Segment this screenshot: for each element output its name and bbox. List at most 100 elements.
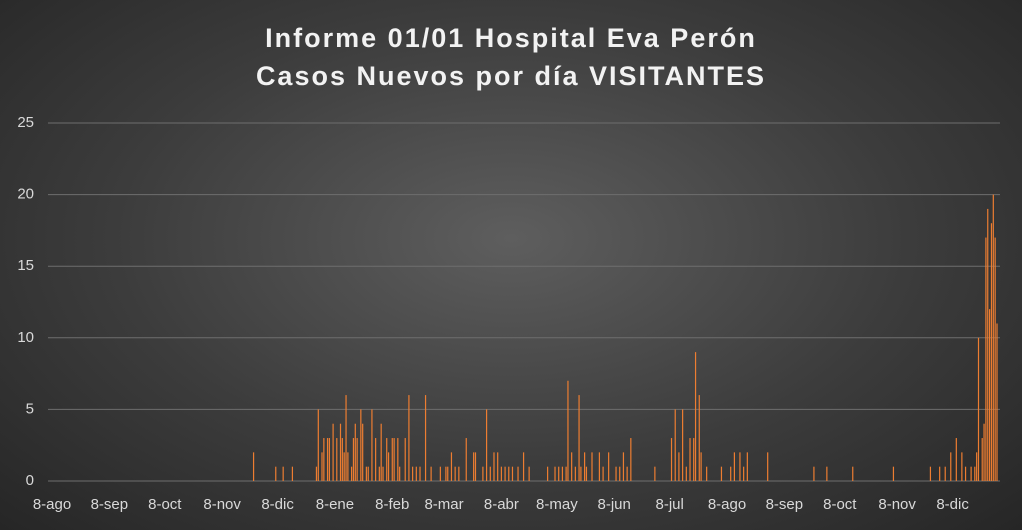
bar	[584, 452, 586, 481]
x-tick-label: 8-sep	[766, 496, 804, 513]
bar	[892, 466, 895, 481]
bar	[739, 452, 741, 481]
chart-title: Informe 01/01 Hospital Eva Perón	[265, 23, 757, 53]
bar	[983, 423, 985, 481]
bar	[985, 237, 987, 481]
y-tick-label: 5	[26, 400, 34, 417]
bar	[326, 438, 329, 481]
bar	[282, 466, 284, 481]
x-tick-label: 8-jul	[655, 496, 683, 513]
bar	[630, 438, 632, 481]
bar	[567, 380, 569, 481]
bar	[591, 452, 593, 481]
bar	[450, 452, 453, 481]
bar	[275, 466, 277, 481]
bar	[598, 452, 600, 481]
x-tick-label: 8-nov	[203, 496, 241, 513]
bar	[670, 438, 673, 481]
bar	[608, 452, 610, 481]
bar	[578, 395, 580, 481]
bar	[454, 466, 456, 481]
bar	[929, 466, 932, 481]
bar	[981, 438, 983, 481]
bar	[371, 409, 373, 481]
bar	[994, 237, 996, 481]
bar	[626, 466, 628, 481]
bar	[343, 452, 345, 481]
bar	[571, 452, 573, 481]
bar	[367, 466, 369, 481]
bar	[517, 466, 519, 481]
bar	[813, 466, 815, 481]
bar	[439, 466, 441, 481]
bar	[689, 438, 691, 481]
bar	[976, 452, 978, 481]
x-tick-label: 8-sep	[91, 496, 129, 513]
bar	[332, 423, 334, 481]
bar	[360, 409, 362, 481]
bar	[504, 466, 506, 481]
bar	[698, 395, 700, 481]
bar	[574, 466, 576, 481]
bar	[473, 452, 475, 481]
bar	[939, 466, 941, 481]
bar	[693, 438, 695, 481]
bar	[992, 194, 994, 481]
bar	[497, 452, 499, 481]
bar	[733, 452, 735, 481]
bar	[375, 438, 377, 481]
bar	[321, 452, 323, 481]
chart-subtitle: Casos Nuevos por día VISITANTES	[256, 61, 766, 91]
bar	[424, 395, 427, 481]
bar	[347, 452, 349, 481]
bar	[508, 466, 510, 481]
bar	[964, 466, 967, 481]
bar	[826, 466, 828, 481]
bar	[654, 466, 656, 481]
bar	[382, 466, 384, 481]
bar	[558, 466, 560, 481]
bar	[989, 309, 991, 481]
bar	[356, 438, 358, 481]
bar	[352, 438, 355, 481]
bar	[700, 452, 702, 481]
bar	[404, 438, 406, 481]
bar	[445, 466, 447, 481]
bar	[315, 466, 318, 481]
bar	[354, 423, 356, 481]
bar	[419, 466, 421, 481]
bar	[585, 466, 588, 481]
bar	[482, 466, 484, 481]
bar	[674, 409, 676, 481]
x-tick-label: 8-dic	[261, 496, 294, 513]
bar	[852, 466, 854, 481]
bar	[350, 466, 353, 481]
bar	[493, 452, 495, 481]
bar	[458, 466, 460, 481]
x-tick-label: 8-nov	[878, 496, 916, 513]
y-tick-label: 20	[17, 186, 34, 203]
bar	[970, 466, 972, 481]
bar	[397, 438, 399, 481]
bar	[485, 409, 488, 481]
bar	[378, 466, 380, 481]
bar	[341, 438, 343, 481]
bar	[619, 466, 621, 481]
bar	[339, 423, 342, 481]
bar	[554, 466, 556, 481]
bar	[977, 337, 980, 481]
x-tick-label: 8-ago	[708, 496, 746, 513]
bar	[996, 323, 998, 481]
bar	[974, 466, 976, 481]
bar	[336, 438, 338, 481]
bar	[767, 452, 769, 481]
bar	[399, 466, 401, 481]
bar	[408, 395, 410, 481]
x-tick-label: 8-oct	[823, 496, 857, 513]
x-tick-label: 8-ene	[316, 496, 354, 513]
x-tick-label: 8-abr	[484, 496, 519, 513]
bar	[961, 452, 963, 481]
bar	[622, 452, 625, 481]
bar	[730, 466, 732, 481]
bar	[474, 452, 477, 481]
